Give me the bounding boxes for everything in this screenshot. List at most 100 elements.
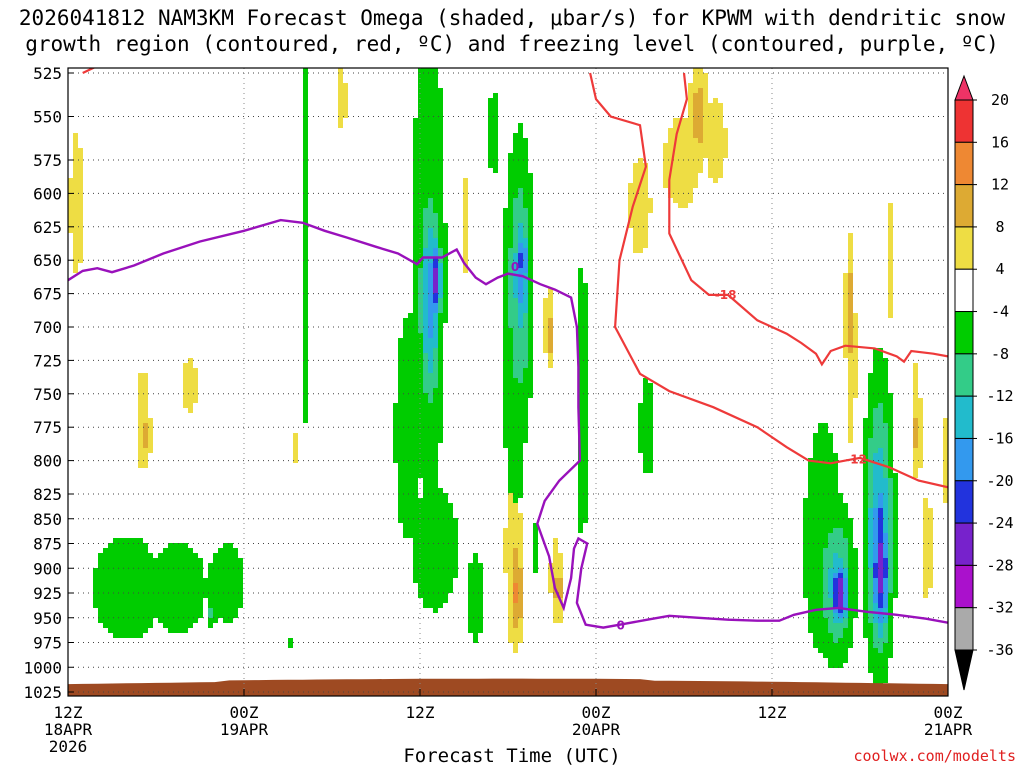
omega-cell	[843, 353, 858, 358]
omega-cell	[578, 378, 588, 383]
omega-cell	[73, 243, 83, 248]
omega-cell	[518, 283, 523, 288]
omega-cell	[513, 148, 528, 153]
omega-cell	[883, 413, 893, 418]
omega-cell	[703, 133, 728, 138]
omega-cell	[643, 398, 653, 403]
y-tick-label: 750	[33, 385, 62, 404]
omega-cell	[428, 328, 433, 333]
omega-cell	[873, 478, 888, 483]
omega-cell	[833, 583, 838, 588]
omega-cell	[533, 548, 538, 553]
colorbar-label: -16	[986, 429, 1013, 447]
omega-cell	[338, 73, 343, 78]
omega-cell	[508, 588, 513, 593]
omega-cell	[913, 383, 918, 388]
omega-cell	[548, 588, 553, 593]
omega-cell	[508, 623, 513, 628]
omega-cell	[428, 303, 438, 308]
omega-cell	[888, 578, 893, 583]
omega-cell	[628, 218, 648, 223]
omega-cell	[303, 368, 308, 373]
omega-cell	[503, 398, 528, 403]
omega-cell	[578, 308, 588, 313]
omega-cell	[418, 268, 423, 273]
omega-cell	[438, 273, 443, 278]
omega-cell	[868, 498, 873, 503]
omega-cell	[843, 613, 848, 618]
omega-cell	[438, 298, 443, 303]
omega-cell	[843, 338, 848, 343]
omega-cell	[68, 223, 83, 228]
omega-cell	[218, 548, 238, 553]
omega-cell	[863, 628, 873, 633]
omega-cell	[663, 163, 703, 168]
omega-cell	[303, 193, 308, 198]
omega-cell	[438, 243, 448, 248]
omega-cell	[438, 348, 443, 353]
omega-cell	[863, 478, 868, 483]
omega-cell	[628, 193, 648, 198]
omega-cell	[943, 483, 948, 488]
omega-cell	[848, 288, 853, 293]
plot-frame	[67, 67, 949, 697]
omega-cell	[413, 153, 443, 158]
omega-cell	[418, 593, 448, 598]
omega-cell	[303, 358, 308, 363]
omega-cell	[818, 648, 848, 653]
omega-cell	[893, 518, 898, 523]
omega-cell	[208, 608, 213, 613]
omega-cell	[503, 543, 523, 548]
omega-cell	[438, 223, 448, 228]
omega-cell	[848, 293, 853, 298]
omega-cell	[888, 423, 893, 428]
omega-cell	[868, 388, 888, 393]
omega-cell	[68, 193, 83, 198]
omega-cell	[303, 178, 308, 183]
omega-cell	[423, 378, 438, 383]
omega-cell	[213, 613, 238, 618]
omega-cell	[873, 633, 878, 638]
omega-cell	[863, 603, 868, 608]
omega-cell	[868, 468, 873, 473]
y-tick-label: 725	[33, 351, 62, 370]
omega-cell	[878, 563, 883, 568]
y-tick-label: 650	[33, 251, 62, 270]
omega-cell	[403, 528, 458, 533]
x-tick-label: 21APR	[924, 720, 973, 739]
omega-cell	[843, 288, 848, 293]
omega-cell	[923, 588, 928, 593]
omega-cell	[503, 228, 513, 233]
omega-cell	[523, 203, 533, 208]
omega-cell	[488, 163, 498, 168]
omega-cell	[463, 213, 468, 218]
omega-cell	[138, 448, 153, 453]
credit-text[interactable]: coolwx.com/modelts	[853, 747, 1016, 765]
omega-cell	[518, 258, 523, 263]
omega-cell	[303, 93, 308, 98]
omega-cell	[523, 318, 528, 323]
omega-cell	[413, 543, 458, 548]
omega-cell	[528, 258, 533, 263]
omega-cell	[843, 593, 848, 598]
omega-cell	[913, 418, 918, 423]
omega-cell	[503, 263, 508, 268]
omega-cell	[423, 328, 428, 333]
omega-cell	[883, 503, 888, 508]
omega-cell	[138, 378, 148, 383]
omega-cell	[93, 583, 243, 588]
omega-cell	[543, 313, 553, 318]
omega-cell	[518, 303, 528, 308]
omega-cell	[833, 573, 838, 578]
omega-cell	[873, 508, 878, 513]
omega-cell	[528, 213, 533, 218]
omega-cell	[833, 633, 843, 638]
omega-cell	[803, 503, 848, 508]
omega-cell	[303, 113, 308, 118]
omega-cell	[888, 613, 893, 618]
omega-cell	[813, 443, 833, 448]
omega-cell	[413, 233, 423, 238]
omega-cell	[503, 388, 533, 393]
omega-cell	[413, 193, 443, 198]
omega-cell	[833, 608, 838, 613]
